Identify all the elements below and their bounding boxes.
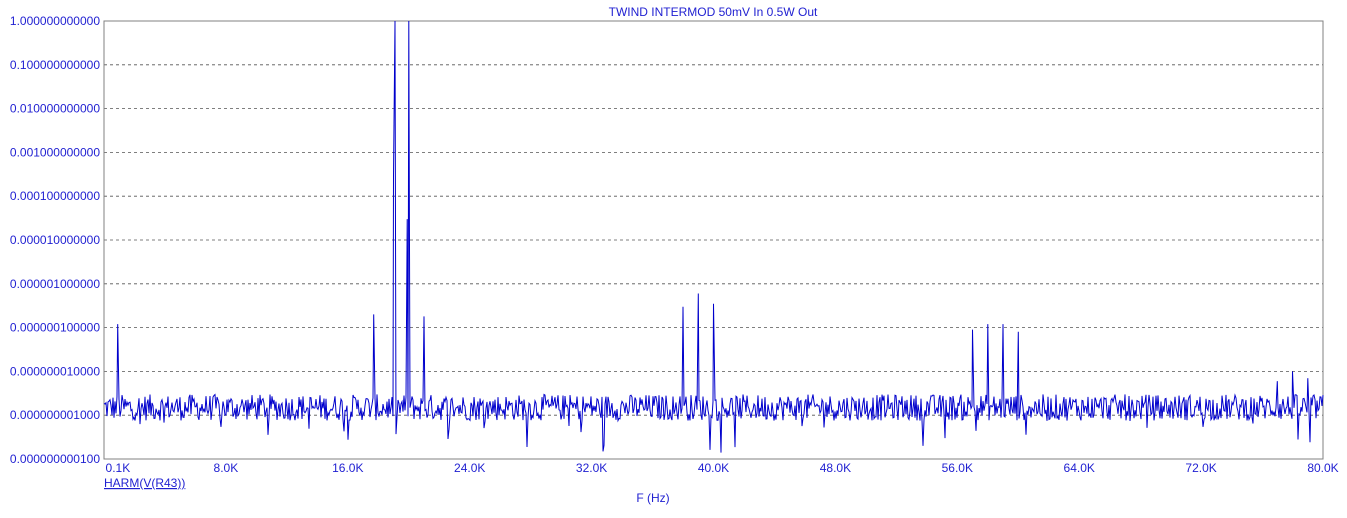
x-tick-label: 40.0K: [698, 461, 729, 475]
chart-title: TWIND INTERMOD 50mV In 0.5W Out: [609, 5, 818, 19]
x-tick-label: 8.0K: [214, 461, 239, 475]
y-axis-ticks: 1.000000000000 0.100000000000 0.0100000000…: [10, 14, 100, 466]
x-axis-ticks: 0.1K 8.0K 16.0K 24.0K 32.0K 40.0K 48.0K 56.0K 64…: [106, 461, 1339, 475]
x-axis-label: F (Hz): [636, 491, 669, 505]
series-line-harm-v-r43: [103, 20, 1324, 453]
x-tick-label: 0.1K: [106, 461, 131, 475]
x-tick-label: 80.0K: [1307, 461, 1338, 475]
x-tick-label: 56.0K: [942, 461, 973, 475]
x-tick-label: 64.0K: [1064, 461, 1095, 475]
x-tick-label: 48.0K: [820, 461, 851, 475]
x-tick-label: 16.0K: [332, 461, 363, 475]
y-tick-label: 0.000000001000: [10, 408, 100, 422]
y-tick-label: 0.000100000000: [10, 189, 100, 203]
x-tick-label: 24.0K: [454, 461, 485, 475]
y-tick-label: 0.000001000000: [10, 277, 100, 291]
plot-frame: [103, 20, 1324, 460]
y-tick-label: 0.000000000100: [10, 452, 100, 466]
legend-entry-harm-v-r43[interactable]: HARM(V(R43)): [104, 476, 185, 490]
y-tick-label: 0.100000000000: [10, 58, 100, 72]
gridlines: [104, 64, 1323, 416]
y-tick-label: 0.001000000000: [10, 145, 100, 159]
y-tick-label: 0.000010000000: [10, 233, 100, 247]
y-tick-label: 1.000000000000: [10, 14, 100, 28]
x-tick-label: 32.0K: [576, 461, 607, 475]
y-tick-label: 0.000000010000: [10, 364, 100, 378]
y-tick-label: 0.010000000000: [10, 102, 100, 116]
y-tick-label: 0.000000100000: [10, 321, 100, 335]
x-tick-label: 72.0K: [1185, 461, 1216, 475]
